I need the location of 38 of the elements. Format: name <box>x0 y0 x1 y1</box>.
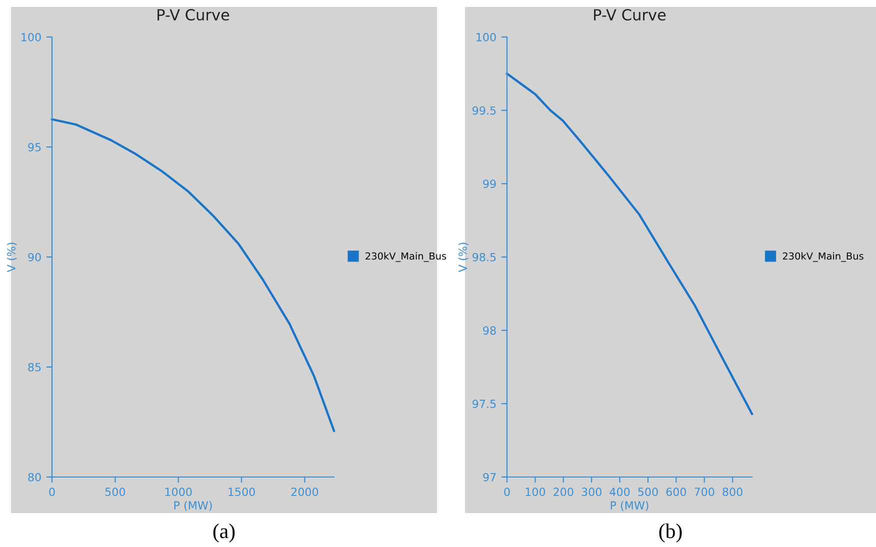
text: (b) <box>659 524 682 542</box>
y-tick-label: 100 <box>22 32 41 42</box>
text: (a) <box>213 524 235 542</box>
y-tick-label: 85 <box>28 362 41 372</box>
x-tick-label: 300 <box>582 488 602 496</box>
y-tick-label: 95 <box>28 142 41 152</box>
x-tick-label: 100 <box>526 488 546 496</box>
x-tick-label: 1500 <box>228 488 255 496</box>
y-tick-label: 90 <box>28 252 41 262</box>
y-tick-label: 97.5 <box>472 400 496 408</box>
y-tick-label: 100 <box>476 32 496 42</box>
x-axis-title: P (MW) <box>610 500 648 511</box>
chart-title: P-V Curve <box>594 8 666 21</box>
y-tick-label: 99 <box>483 180 496 188</box>
x-tick-label: 800 <box>722 488 742 496</box>
line-series <box>50 118 336 432</box>
y-tick-label: 98 <box>483 326 496 335</box>
y-tick-label: 97 <box>483 472 496 482</box>
x-tick-label: 500 <box>638 488 658 496</box>
y-tick-label: 80 <box>28 472 41 482</box>
x-tick-label: 0 <box>504 488 510 496</box>
x-tick-label: 500 <box>105 488 126 496</box>
x-tick-label: 1000 <box>165 488 192 496</box>
y-axis-title: V (%) <box>458 242 468 272</box>
x-axis-title: P (MW) <box>174 500 212 511</box>
x-tick-label: 0 <box>49 488 55 496</box>
chart-title: P-V Curve <box>158 8 230 21</box>
y-axis-title: V (%) <box>6 242 17 272</box>
x-tick-label: 200 <box>554 488 574 496</box>
legend-label: 230kV_Main_Bus <box>782 252 864 262</box>
x-tick-label: 400 <box>610 488 630 496</box>
x-tick-label: 700 <box>694 488 714 496</box>
y-tick-label: 99.5 <box>472 106 496 115</box>
x-tick-label: 2000 <box>291 488 318 496</box>
y-tick-label: 98.5 <box>472 252 496 262</box>
line-series <box>506 72 754 416</box>
legend-label: 230kV_Main_Bus <box>366 252 446 262</box>
x-tick-label: 600 <box>666 488 686 496</box>
